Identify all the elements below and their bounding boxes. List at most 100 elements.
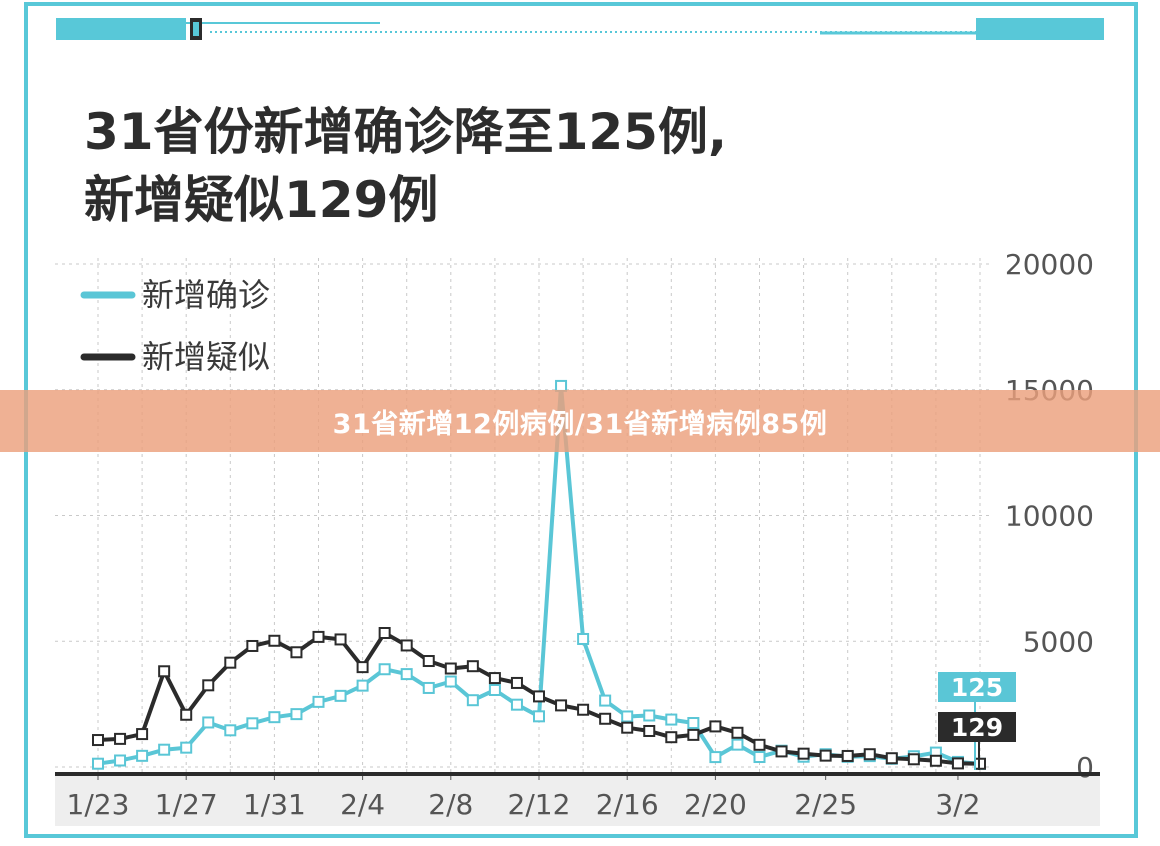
x-tick-label: 1/31 (243, 788, 306, 821)
data-point (158, 665, 171, 678)
data-point (863, 748, 876, 761)
end-label-confirmed: 125 (951, 673, 1003, 702)
data-point (158, 743, 171, 756)
data-point (136, 749, 149, 762)
data-point (907, 753, 920, 766)
data-point (731, 726, 744, 739)
data-point (819, 749, 832, 762)
data-point (268, 711, 281, 724)
data-point (180, 741, 193, 754)
x-tick-label: 2/25 (794, 788, 857, 821)
data-point (114, 732, 127, 745)
data-point (841, 749, 854, 762)
data-point (709, 751, 722, 764)
data-point (290, 646, 303, 659)
data-point (290, 708, 303, 721)
data-point (356, 661, 369, 674)
data-point (488, 672, 501, 685)
data-point (599, 694, 612, 707)
data-point (202, 679, 215, 692)
data-point (599, 712, 612, 725)
legend-label: 新增确诊 (142, 276, 270, 314)
data-point (136, 728, 149, 741)
data-point (510, 698, 523, 711)
data-point (533, 710, 545, 723)
data-point (577, 703, 590, 716)
data-point (246, 639, 259, 652)
chart-title-line-1: 31省份新增确诊降至125例, (84, 103, 727, 161)
data-point (400, 668, 413, 681)
data-point (555, 699, 568, 712)
data-point (533, 690, 545, 703)
chart-title-line-2: 新增疑似129例 (84, 171, 439, 229)
data-point (400, 639, 413, 652)
x-tick-label: 2/4 (340, 788, 385, 821)
series-suspected (92, 627, 986, 770)
data-point (665, 713, 678, 726)
decorative-top-bar (56, 18, 1104, 40)
data-point (92, 757, 104, 770)
banner-text: 31省新增12例病例/31省新增病例85例 (332, 408, 828, 440)
data-point (378, 663, 391, 676)
data-point (621, 721, 634, 734)
data-point (797, 747, 810, 760)
legend-label: 新增疑似 (142, 338, 270, 376)
data-point (224, 724, 237, 737)
data-point (422, 655, 435, 668)
data-point (621, 710, 634, 723)
data-point (356, 679, 369, 692)
data-point (665, 731, 678, 744)
data-point (114, 754, 127, 767)
data-point (466, 660, 479, 673)
data-point (378, 627, 391, 640)
data-point (422, 681, 435, 694)
end-label-suspected-box (938, 712, 1016, 742)
data-point (224, 656, 237, 669)
x-axis-band (55, 776, 1100, 826)
data-point (312, 695, 325, 708)
top-bar-marker-inner (193, 22, 199, 36)
y-axis: 05000100001500020000 (1005, 248, 1094, 784)
data-point (312, 630, 325, 643)
end-label-suspected: 129 (951, 713, 1003, 742)
data-point (510, 676, 523, 689)
series-layer (92, 379, 986, 770)
y-tick-label: 20000 (1005, 248, 1094, 281)
data-point (929, 754, 942, 767)
x-tick-label: 3/2 (935, 788, 980, 821)
top-bar-right-block (976, 18, 1104, 40)
data-point (202, 716, 215, 729)
data-point (753, 738, 766, 751)
x-axis: 1/23 1/27 1/31 2/4 2/8 2/12 2/16 2/20 2/25 3/2 (67, 772, 980, 821)
y-tick-label: 10000 (1005, 500, 1094, 533)
data-point (488, 683, 501, 696)
data-point (444, 675, 457, 688)
x-tick-label: 2/20 (684, 788, 747, 821)
data-point (687, 728, 700, 741)
x-tick-label: 2/12 (508, 788, 571, 821)
overlay-banner: 31省新增12例病例/31省新增病例85例 (0, 390, 1160, 452)
data-point (92, 734, 104, 747)
data-point (775, 745, 788, 758)
data-point (268, 634, 281, 647)
data-point (577, 632, 590, 645)
x-tick-label: 2/16 (596, 788, 659, 821)
data-point (753, 751, 766, 764)
data-point (951, 757, 964, 770)
data-point (643, 724, 656, 737)
y-tick-label: 0 (1076, 751, 1094, 784)
y-tick-label: 5000 (1023, 625, 1094, 658)
data-point (687, 717, 700, 730)
grid (55, 258, 990, 772)
data-point (246, 717, 259, 730)
end-label-confirmed-box (938, 672, 1016, 702)
data-point (885, 752, 898, 765)
data-point (466, 694, 479, 707)
x-tick-label: 1/23 (67, 788, 130, 821)
x-tick-label: 1/27 (155, 788, 218, 821)
x-tick-label: 2/8 (428, 788, 473, 821)
